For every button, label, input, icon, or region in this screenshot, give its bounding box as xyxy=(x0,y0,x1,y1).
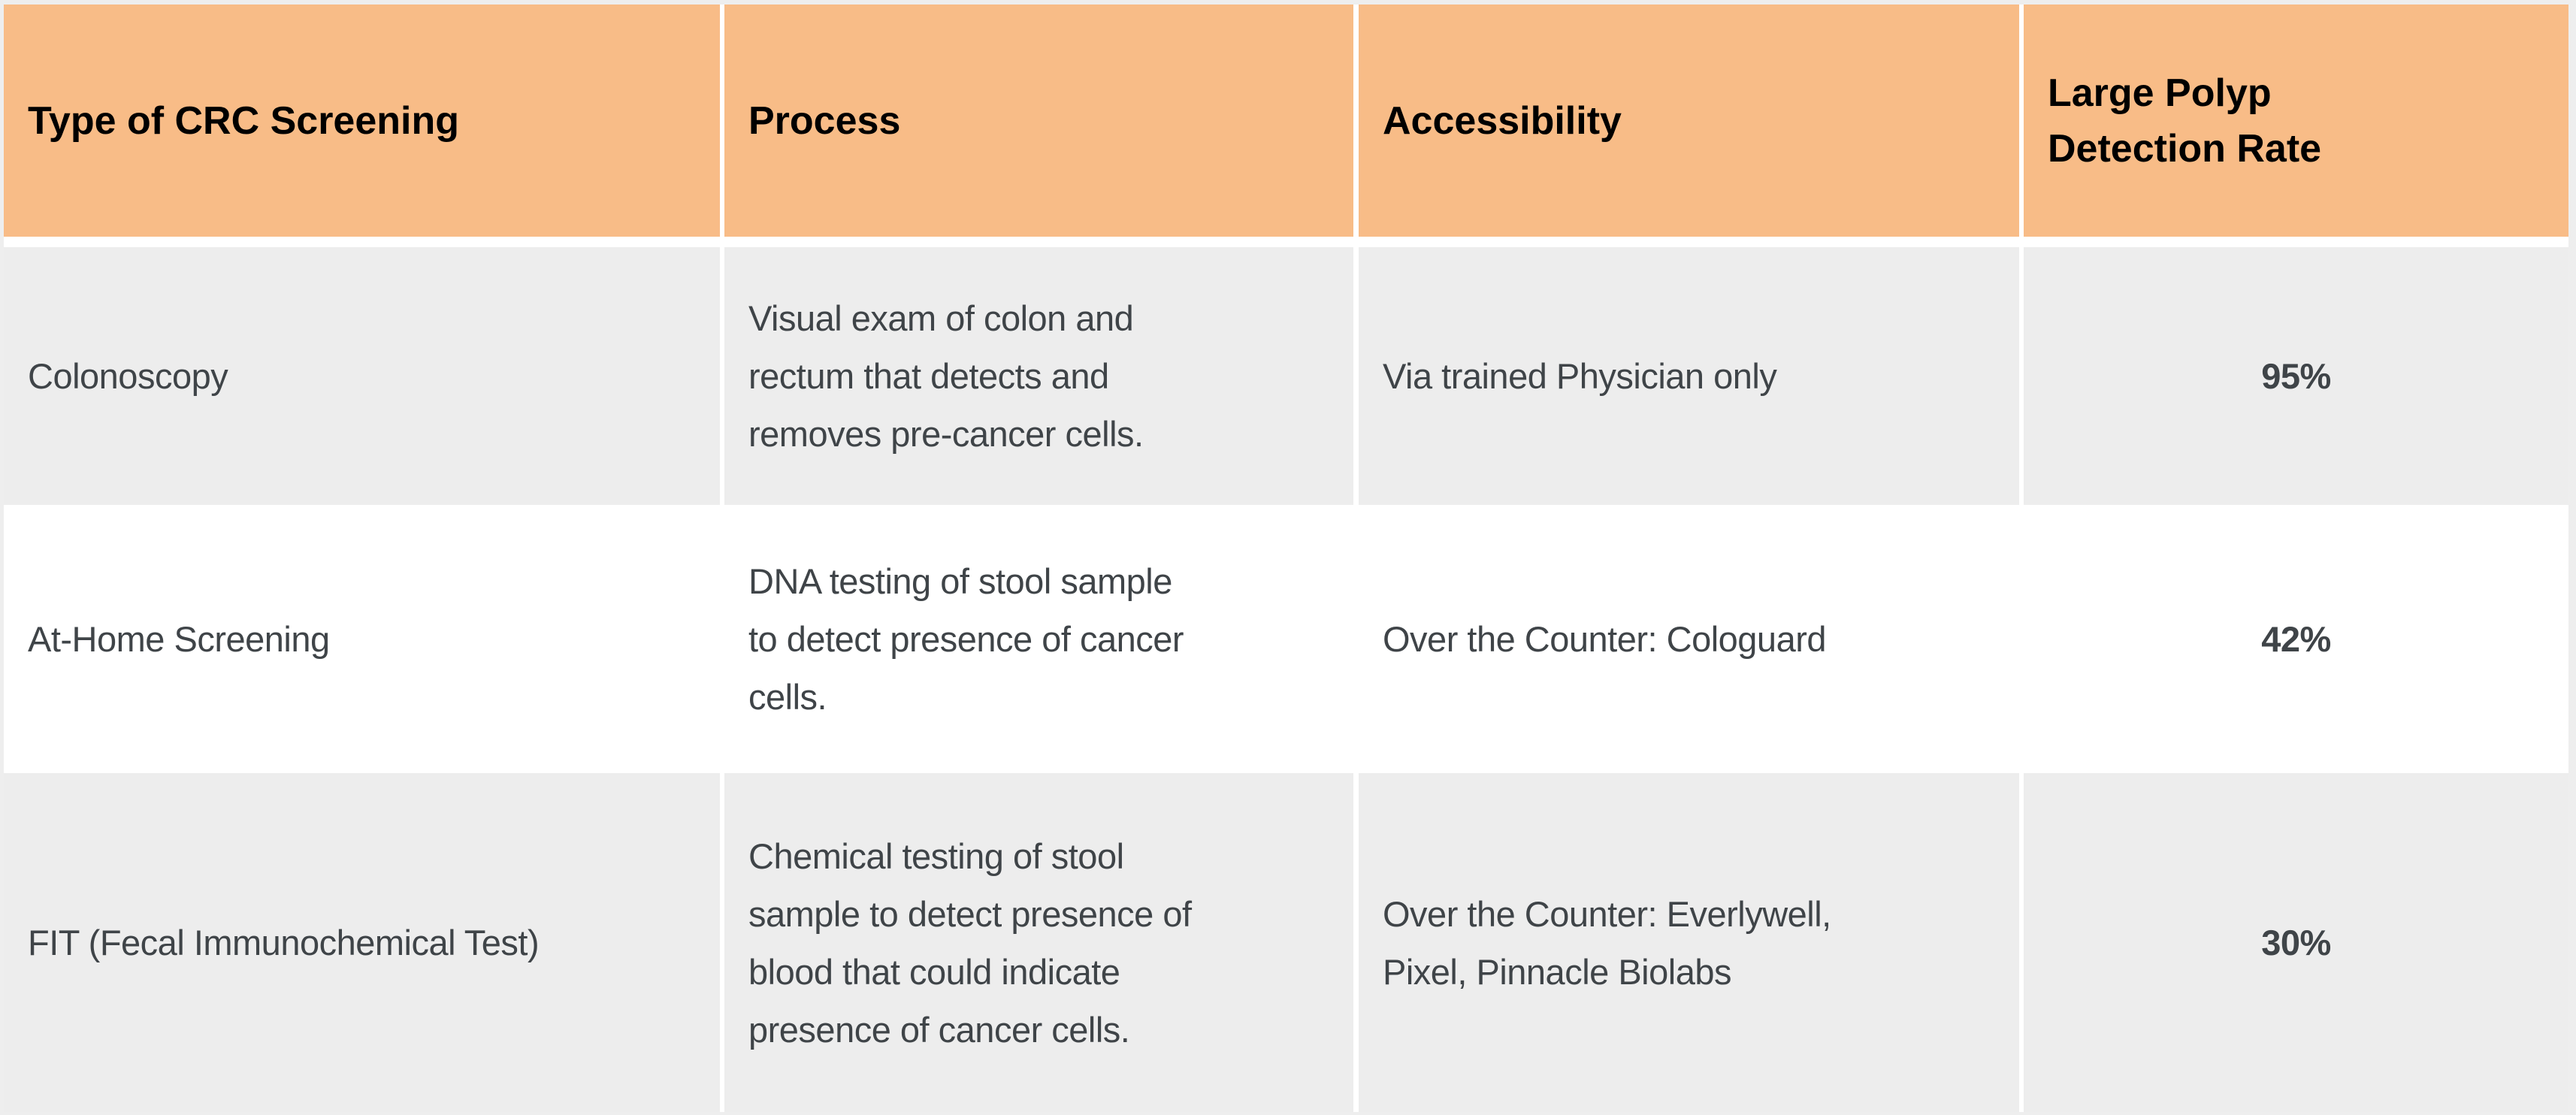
row-2-process: DNA testing of stool sample to detect pr… xyxy=(724,505,1353,773)
header-type: Type of CRC Screening xyxy=(4,5,720,237)
row-1-process: Visual exam of colon and rectum that det… xyxy=(724,247,1353,505)
row-1-accessibility: Via trained Physician only xyxy=(1359,247,2019,505)
header-accessibility: Accessibility xyxy=(1359,5,2019,237)
row-3-accessibility: Over the Counter: Everlywell, Pixel, Pin… xyxy=(1359,773,2019,1112)
header-detection-rate: Large Polyp Detection Rate xyxy=(2024,5,2568,237)
row-2-accessibility: Over the Counter: Cologuard xyxy=(1359,505,2019,773)
crc-screening-table: Type of CRC Screening Process Accessibil… xyxy=(4,5,2568,1112)
row-2-rate: 42% xyxy=(2024,505,2568,773)
header-process: Process xyxy=(724,5,1353,237)
row-3-type: FIT (Fecal Immunochemical Test) xyxy=(4,773,720,1112)
row-1-rate: 95% xyxy=(2024,247,2568,505)
row-3-process: Chemical testing of stool sample to dete… xyxy=(724,773,1353,1112)
row-2-type: At-Home Screening xyxy=(4,505,720,773)
row-1-type: Colonoscopy xyxy=(4,247,720,505)
row-3-rate: 30% xyxy=(2024,773,2568,1112)
